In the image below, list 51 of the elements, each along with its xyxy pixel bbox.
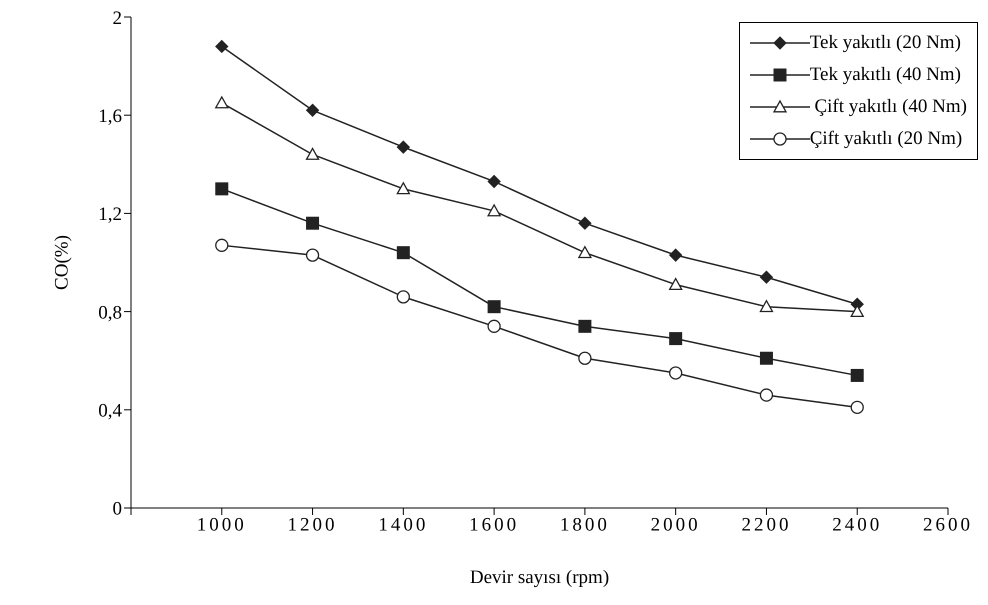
point	[669, 332, 682, 346]
x-tick-label: 1600	[469, 514, 520, 536]
x-tick-label: 2600	[923, 514, 973, 536]
legend-label: Tek yakıtlı (20 Nm)	[810, 32, 961, 54]
legend-label: Çift yakıtlı (20 Nm)	[810, 128, 962, 150]
point	[306, 148, 320, 160]
point	[669, 278, 682, 290]
x-tick-label: 2400	[832, 514, 882, 536]
point	[306, 248, 320, 262]
point	[669, 366, 682, 380]
point	[488, 174, 501, 188]
point	[396, 182, 410, 194]
point	[215, 96, 228, 108]
point	[306, 216, 320, 230]
point	[396, 290, 410, 304]
point	[396, 246, 410, 260]
point	[488, 300, 501, 314]
x-tick-label: 1400	[378, 514, 428, 536]
point	[578, 352, 592, 365]
point	[215, 238, 228, 252]
y-tick-label: 0,4	[98, 400, 122, 422]
point	[850, 368, 864, 382]
y-tick-label: 0,8	[98, 302, 122, 324]
point	[578, 246, 592, 258]
point	[215, 40, 228, 53]
x-tick-label: 1800	[560, 514, 610, 536]
point	[669, 248, 682, 262]
x-tick-label: 2200	[741, 514, 792, 536]
point	[215, 182, 228, 196]
point	[487, 204, 501, 216]
point	[850, 400, 864, 414]
point	[396, 140, 410, 154]
y-axis-title: CO(%)	[52, 235, 73, 290]
point	[578, 320, 592, 333]
x-tick-label: 2000	[650, 514, 701, 536]
x-tick-label: 1200	[288, 514, 338, 536]
y-tick-label: 0	[112, 498, 122, 520]
legend-label: Çift yakıtlı (40 Nm)	[813, 96, 967, 118]
x-axis-title: Devir sayısı (rpm)	[470, 567, 610, 588]
point	[760, 300, 774, 312]
point	[760, 388, 774, 402]
point	[487, 320, 501, 333]
y-tick-label: 1,6	[98, 106, 122, 127]
point	[306, 104, 320, 117]
legend-label: Tek yakıtlı (40 Nm)	[810, 64, 961, 86]
point	[578, 216, 592, 230]
y-tick-label: 2	[112, 8, 122, 29]
point	[760, 352, 773, 365]
y-tick-label: 1,2	[98, 204, 122, 226]
point	[760, 270, 773, 284]
x-tick-label: 1000	[196, 514, 247, 536]
